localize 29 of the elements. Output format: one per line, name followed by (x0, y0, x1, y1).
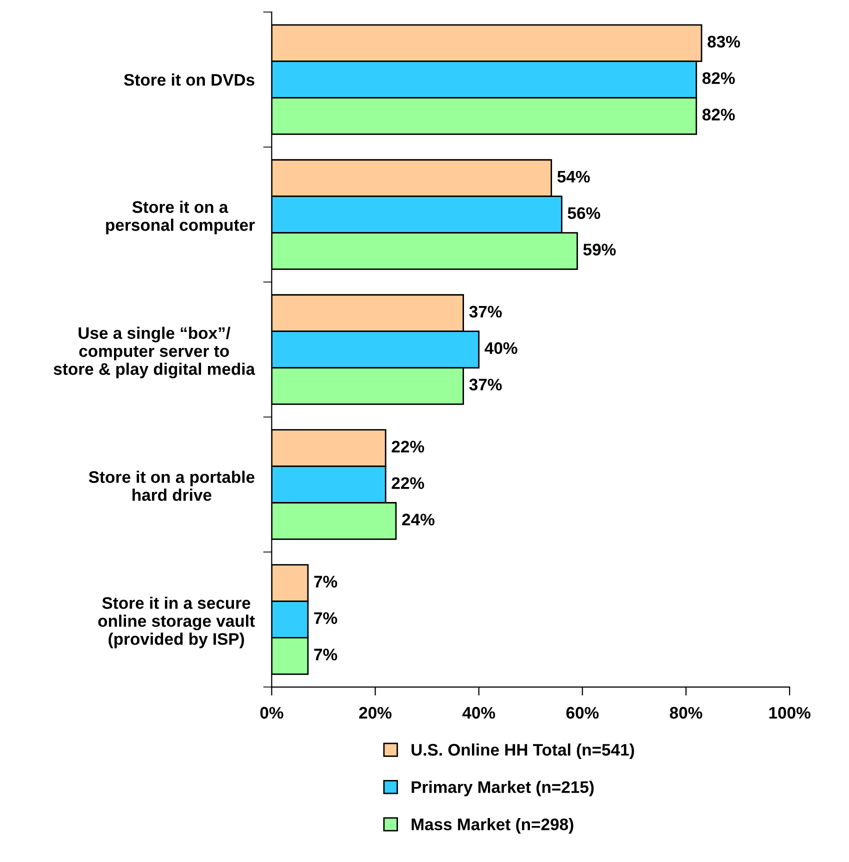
x-tick-label: 20% (359, 706, 392, 719)
data-label: 54% (557, 170, 590, 183)
data-label: 7% (314, 612, 338, 624)
x-tick-label: 0% (260, 706, 284, 719)
legend-label: Primary Market (n=215) (412, 780, 594, 796)
data-label: 82% (702, 72, 735, 84)
y-tick-label: Store it on a personal computer (106, 200, 255, 234)
data-label: 37% (469, 306, 502, 318)
data-label: 40% (484, 342, 518, 354)
x-tick-label: 80% (670, 706, 702, 719)
y-tick-label: Store it on DVDs (124, 74, 254, 86)
data-label: 7% (314, 648, 338, 660)
data-label: 59% (583, 244, 616, 256)
x-tick-label: 100% (769, 706, 810, 719)
data-label: 82% (702, 108, 735, 120)
y-tick-label: Use a single “box”/ computer server to store & play digital media (54, 326, 256, 378)
y-tick-label: Store it on a portable hard drive (88, 470, 254, 501)
data-label: 83% (708, 36, 740, 48)
data-label: 56% (568, 207, 600, 220)
x-tick-label: 60% (566, 706, 599, 719)
x-tick-label: 40% (462, 706, 496, 719)
legend-label: Mass Market (n=298) (412, 818, 574, 834)
y-tick-label: Store it in a secure online storage vault (provided by ISP) (98, 596, 255, 648)
data-label: 37% (469, 378, 502, 390)
data-label: 22% (392, 440, 424, 453)
legend-label: U.S. Online HH Total (n=541) (412, 743, 634, 760)
data-label: 7% (314, 576, 338, 588)
data-label: 22% (392, 477, 424, 489)
data-label: 24% (402, 514, 434, 526)
